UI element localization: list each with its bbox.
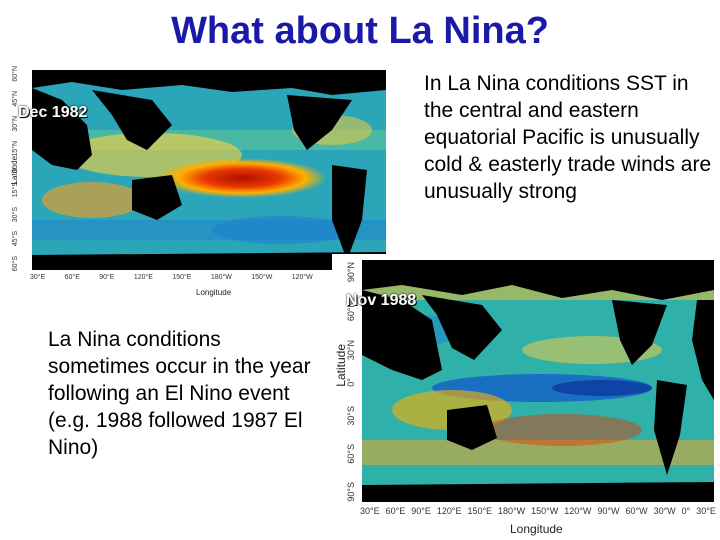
la-nina-description: In La Nina conditions SST in the central… bbox=[424, 72, 712, 203]
map2-longitude-label: Longitude bbox=[510, 522, 563, 536]
map1-latitude-tick: 15°N bbox=[12, 140, 19, 157]
map2-date-label: Nov 1988 bbox=[346, 292, 417, 309]
map2-longitude-tick: 30°W bbox=[653, 506, 676, 516]
map1-longitude-tick: 60°E bbox=[64, 274, 80, 281]
map1-longitude-tick: 150°E bbox=[172, 274, 192, 281]
map2-latitude-tick: 30°S bbox=[346, 405, 356, 426]
map1-longitude-label: Longitude bbox=[196, 288, 232, 297]
map2-longitude-tick: 60°W bbox=[625, 506, 648, 516]
map2-longitude-tick: 60°E bbox=[385, 506, 406, 516]
map1-latitude-tick: 45°S bbox=[12, 231, 19, 247]
map2-longitude-tick: 180°W bbox=[498, 506, 526, 516]
map1-image bbox=[32, 70, 386, 270]
map2-latitude-tick: 90°S bbox=[346, 482, 356, 502]
map2-longitude-tick: 120°E bbox=[436, 506, 462, 516]
sst-map-nov-1988: 90°N 60°N 30°N 0° 30°S 60°S 90°S Latitude Nov … bbox=[332, 254, 716, 536]
map1-date-label: Dec 1982 bbox=[18, 104, 88, 121]
map2-longitude-tick: 90°E bbox=[411, 506, 431, 516]
map2-image bbox=[362, 260, 714, 502]
map1-longitude-tick: 90°E bbox=[99, 274, 115, 281]
map1-longitude-tick: 120°W bbox=[291, 274, 313, 281]
map2-latitude-tick: 90°N bbox=[346, 262, 356, 283]
map1-latitude-tick: 30°S bbox=[12, 206, 19, 222]
slide-title: What about La Nina? bbox=[171, 10, 549, 52]
map2-longitude-ticks: 30°E 60°E 90°E 120°E 150°E 180°W 150°W 120°W 90°… bbox=[360, 506, 716, 516]
map1-latitude-tick: 60°N bbox=[12, 66, 19, 82]
map2-longitude-tick: 0° bbox=[681, 506, 691, 516]
map1-longitude-tick: 120°E bbox=[133, 274, 153, 281]
map2-longitude-tick: 90°W bbox=[597, 506, 620, 516]
la-nina-followup-note: La Nina conditions sometimes occur in th… bbox=[48, 328, 311, 459]
map2-longitude-tick: 150°E bbox=[467, 506, 493, 516]
map1-longitude-tick: 30°E bbox=[30, 274, 46, 281]
map1-longitude-tick: 150°W bbox=[251, 274, 273, 281]
map2-latitude-label: Latitude bbox=[334, 344, 348, 387]
map2-longitude-tick: 30°E bbox=[360, 506, 380, 516]
map1-latitude-tick: 60°S bbox=[12, 255, 19, 271]
map1-latitude-label: Latitude bbox=[10, 156, 19, 185]
map1-longitude-tick: 180°W bbox=[210, 274, 232, 281]
map2-latitude-tick: 60°S bbox=[346, 444, 356, 464]
sst-map-dec-1982: 60°N 45°N 30°N 15°N 0° 15°S 30°S 45°S 60°S Latit… bbox=[10, 64, 388, 304]
map2-longitude-tick: 30°E bbox=[696, 506, 716, 516]
map2-longitude-tick: 150°W bbox=[531, 506, 559, 516]
map2-longitude-tick: 120°W bbox=[564, 506, 592, 516]
